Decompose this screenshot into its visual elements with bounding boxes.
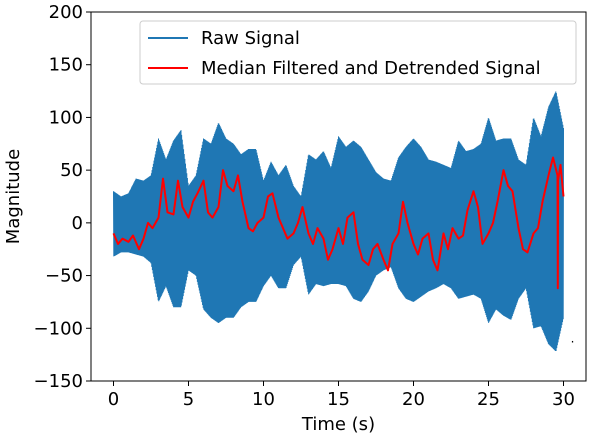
legend-label-raw-signal: Raw Signal (201, 28, 300, 49)
legend-label-median-filtered: Median Filtered and Detrended Signal (201, 58, 541, 79)
ticks-layer: 0 5 10 15 20 25 30 −150 −100 −50 0 50 100 150 200 (34, 2, 575, 410)
legend-box (139, 20, 577, 85)
x-tick-label: 15 (327, 389, 350, 410)
y-tick-label: 100 (49, 107, 83, 128)
series-median-filtered (112, 156, 565, 290)
x-tick-label: 25 (477, 389, 500, 410)
y-tick-label: −50 (45, 266, 83, 287)
y-axis-label: Magnitude (3, 149, 24, 244)
data-layer: · (112, 91, 575, 352)
x-tick-label: 10 (252, 389, 275, 410)
y-tick-label: 150 (49, 55, 83, 76)
y-tick-label: 50 (60, 160, 83, 181)
x-tick-label: 30 (552, 389, 575, 410)
x-tick-label: 20 (402, 389, 425, 410)
series-raw-signal (113, 91, 564, 352)
legend: Raw Signal Median Filtered and Detrended… (139, 20, 577, 85)
y-tick-label: 200 (49, 2, 83, 23)
y-tick-label: −100 (34, 318, 83, 339)
x-tick-label: 0 (108, 389, 119, 410)
x-tick-label: 5 (183, 389, 194, 410)
y-tick-label: −150 (34, 371, 83, 392)
y-tick-label: 0 (72, 213, 83, 234)
annotation-0: · (571, 335, 575, 349)
x-axis-label: Time (s) (301, 414, 375, 435)
